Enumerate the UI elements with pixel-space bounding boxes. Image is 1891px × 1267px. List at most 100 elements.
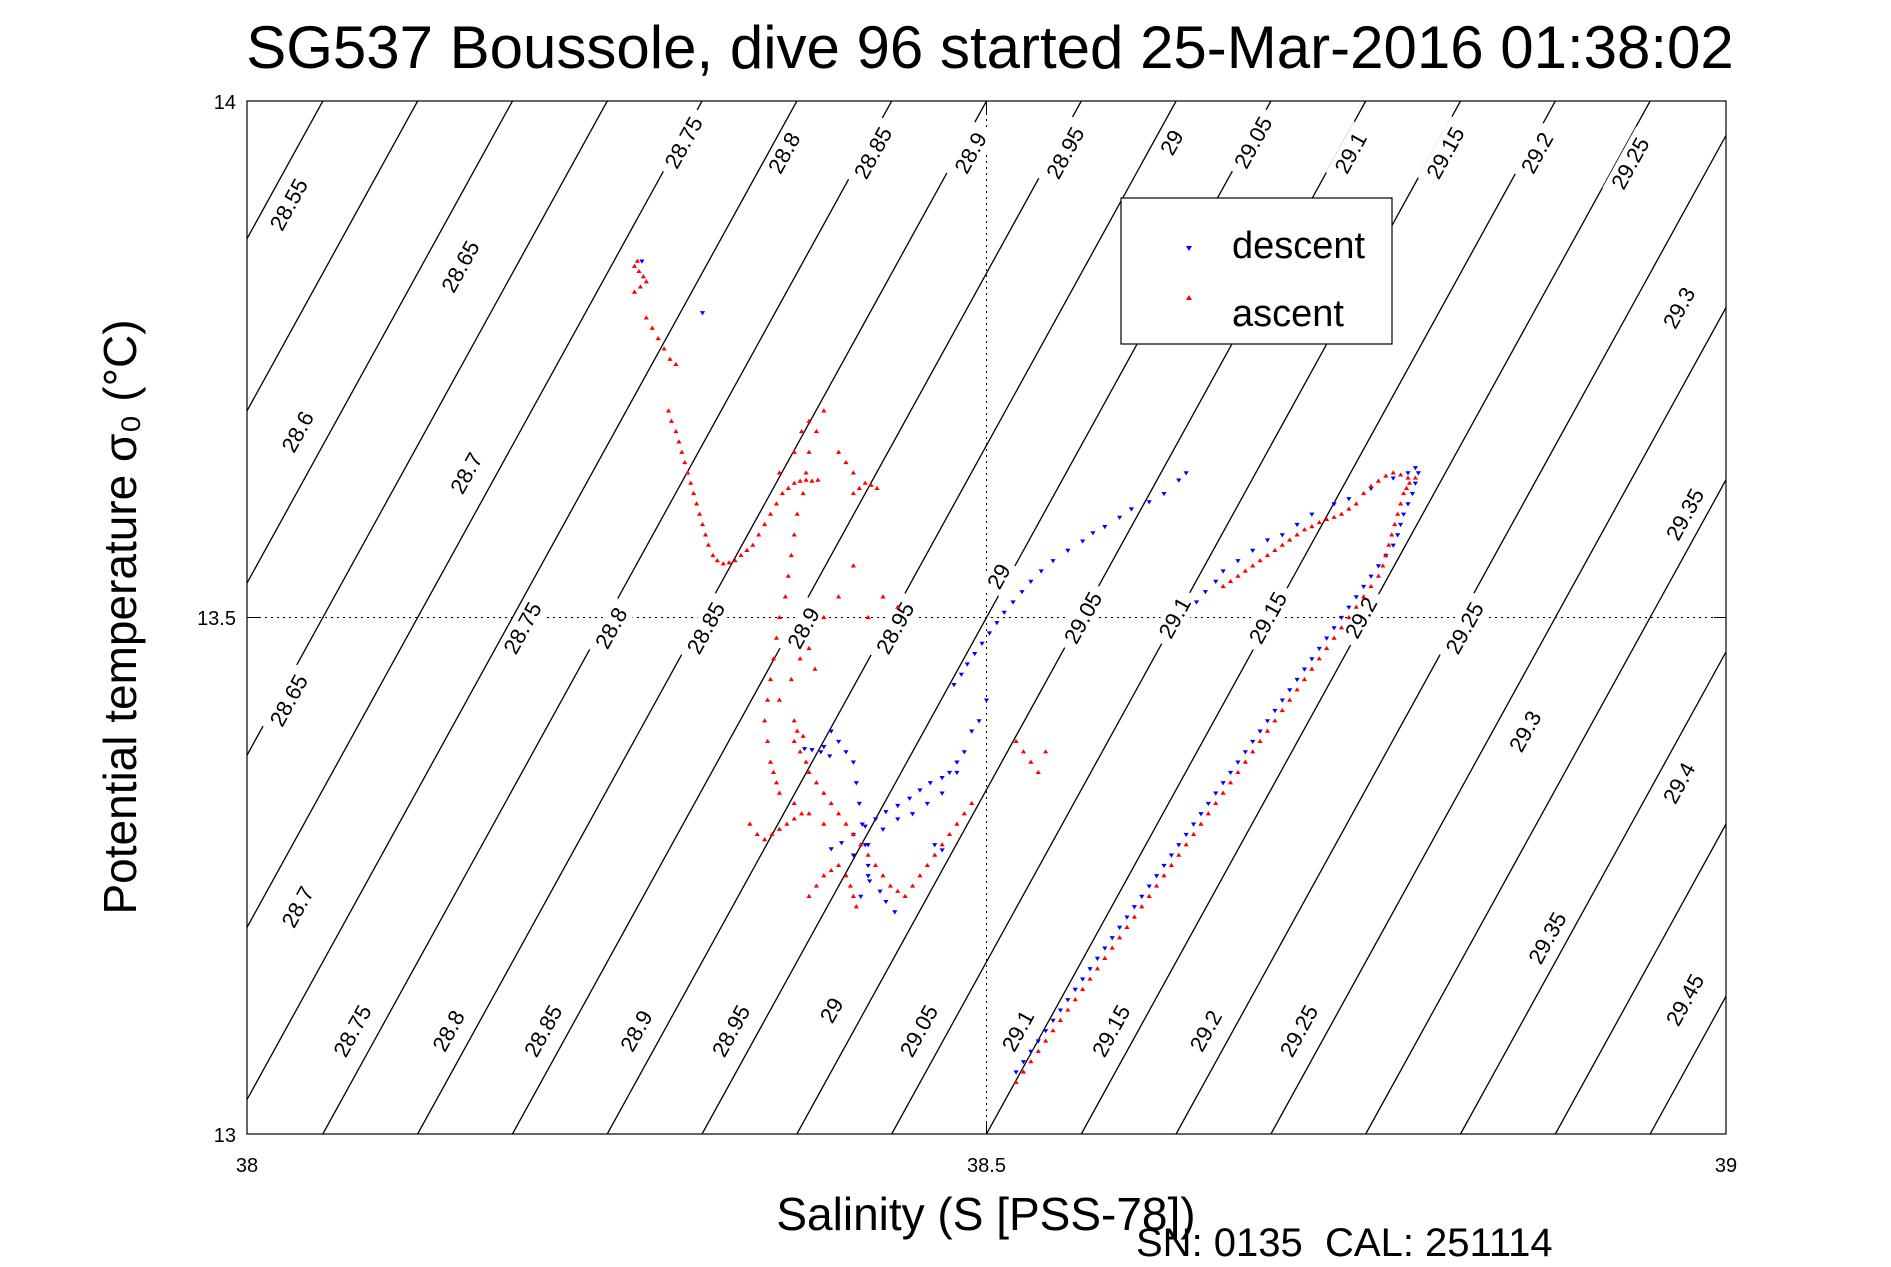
descent-point: [1146, 884, 1152, 889]
descent-point: [1168, 853, 1174, 858]
ascent-point: [1028, 1059, 1034, 1064]
descent-point: [699, 311, 706, 316]
ascent-point: [843, 821, 849, 826]
ascent-point: [1309, 523, 1315, 529]
ascent-point: [1065, 1007, 1071, 1012]
ascent-point: [1020, 749, 1027, 754]
ascent-point: [828, 800, 834, 806]
ascent-point: [969, 800, 975, 806]
descent-point: [1028, 579, 1034, 584]
descent-point: [1346, 497, 1352, 502]
ascent-point: [800, 490, 806, 496]
ascent-point: [1176, 852, 1182, 857]
descent-point: [1205, 801, 1211, 807]
descent-point: [1102, 524, 1108, 530]
ascent-point: [1301, 676, 1308, 682]
ascent-point: [762, 521, 768, 527]
ascent-point: [836, 594, 842, 599]
y-tick-label: 13.5: [197, 608, 236, 630]
descent-point: [932, 843, 938, 848]
descent-point: [883, 810, 889, 815]
descent-point: [872, 817, 879, 822]
descent-point: [1001, 610, 1007, 615]
ascent-point: [794, 728, 800, 733]
ascent-point: [1264, 728, 1271, 733]
descent-point: [1409, 491, 1416, 497]
ascent-point: [1035, 769, 1041, 775]
ascent-point: [815, 477, 821, 482]
descent-point: [895, 817, 901, 822]
descent-point: [909, 812, 916, 817]
serial-calibration-text: SN: 0135 CAL: 251114: [1136, 1221, 1553, 1262]
ascent-point: [809, 478, 815, 483]
descent-point: [969, 729, 975, 734]
ascent-point: [754, 831, 760, 837]
ascent-point: [1087, 976, 1093, 981]
descent-point: [828, 847, 834, 852]
ascent-point: [847, 883, 854, 888]
descent-point: [994, 621, 1000, 626]
ascent-point: [1272, 547, 1278, 552]
ascent-point: [821, 790, 827, 795]
descent-point: [1094, 956, 1101, 961]
contour-label: 28.9: [945, 121, 997, 185]
ascent-point: [776, 697, 783, 702]
ascent-point: [636, 268, 642, 274]
ascent-point: [773, 780, 780, 785]
y-tick-label: 13: [214, 1125, 236, 1147]
ascent-point: [685, 470, 691, 475]
descent-point: [1316, 646, 1322, 652]
ascent-point: [750, 542, 756, 547]
ascent-point: [868, 482, 874, 487]
ascent-point: [791, 738, 797, 744]
ascent-point: [688, 480, 694, 485]
descent-point: [1020, 1060, 1027, 1065]
descent-point: [1257, 729, 1263, 734]
ascent-point: [785, 573, 791, 578]
ascent-point: [694, 501, 700, 506]
descent-point: [976, 719, 982, 724]
ascent-point: [1361, 490, 1367, 496]
descent-point: [801, 747, 808, 752]
ascent-point: [1072, 997, 1078, 1002]
descent-point: [986, 631, 993, 636]
ascent-point: [655, 335, 661, 341]
descent-point: [979, 641, 985, 646]
descent-point: [1264, 719, 1271, 724]
descent-point: [1264, 538, 1271, 543]
ascent-point: [799, 811, 805, 816]
ascent-point: [776, 790, 783, 795]
ascent-point: [1403, 485, 1410, 490]
ascent-point: [791, 718, 797, 723]
ascent-point: [1294, 687, 1300, 692]
descent-point: [1013, 1070, 1019, 1075]
ascent-point: [631, 263, 638, 268]
ascent-point: [1250, 563, 1256, 568]
ascent-point: [747, 821, 753, 826]
ascent-point: [1220, 583, 1226, 589]
descent-point: [836, 739, 842, 745]
descent-point: [1183, 471, 1189, 476]
ascent-point: [702, 532, 709, 537]
density-contour-line: [247, 101, 608, 757]
descent-point: [939, 848, 945, 853]
ascent-point: [769, 831, 775, 837]
ascent-point: [1161, 873, 1167, 878]
ascent-point: [699, 521, 706, 527]
ascent-point: [673, 361, 679, 367]
descent-point: [1220, 569, 1226, 574]
chart-title: SG537 Boussole, dive 96 started 25-Mar-2…: [246, 14, 1734, 81]
ascent-point: [880, 594, 886, 599]
descent-point: [954, 770, 960, 776]
ascent-point: [794, 511, 800, 516]
descent-point: [1161, 491, 1167, 497]
ascent-point: [821, 873, 827, 878]
descent-point: [1161, 863, 1167, 869]
descent-point: [883, 899, 889, 905]
ascent-point: [828, 867, 834, 873]
ascent-point: [1043, 749, 1049, 754]
ascent-point: [1389, 532, 1395, 537]
y-axis-label: Potential temperature σ₀ (°C): [94, 319, 146, 914]
ascent-point: [1412, 475, 1419, 480]
